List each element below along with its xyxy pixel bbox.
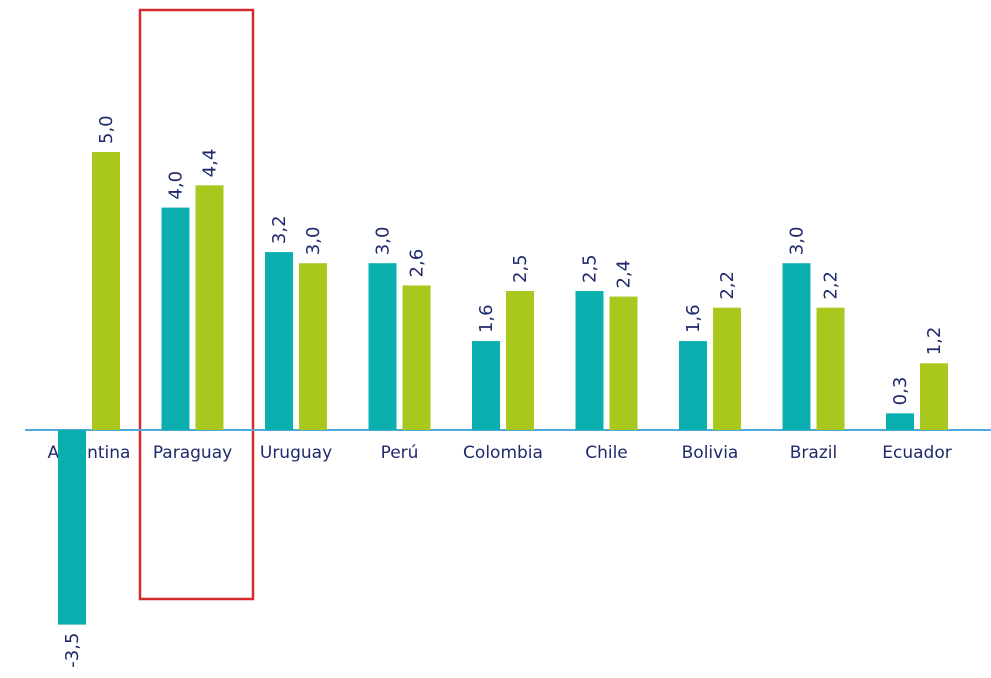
value-label: 3,0 [303,227,324,256]
value-label: 3,0 [373,227,394,256]
value-label: 4,0 [166,171,187,200]
value-label: 3,2 [269,215,290,244]
bar [161,207,190,430]
bar [472,341,500,430]
value-label: 0,3 [890,377,911,406]
bar [782,263,811,430]
bar [609,296,638,430]
value-label: 1,2 [924,327,945,356]
bar [368,263,397,430]
value-label: 1,6 [683,304,704,333]
bar [402,285,431,430]
value-label: 2,5 [580,254,601,283]
value-label: 2,4 [614,260,635,289]
value-label: 2,2 [821,271,842,300]
bar [575,291,604,430]
value-label: 2,5 [510,254,531,283]
x-tick-label: Ecuador [882,443,951,463]
x-tick-label: Paraguay [153,443,232,463]
bar [506,291,534,430]
value-label: 5,0 [96,115,117,144]
bar [886,413,914,430]
x-tick-label: Bolivia [682,443,739,463]
value-label: 2,2 [717,271,738,300]
value-label: -3,5 [62,633,83,668]
value-label: 3,0 [787,227,808,256]
bar [679,341,707,430]
value-label: 4,4 [200,149,221,178]
bar [299,263,327,430]
x-tick-label: Colombia [463,443,543,463]
value-label: 1,6 [476,304,497,333]
bar [265,252,293,430]
x-tick-label: Uruguay [260,443,332,463]
bar [58,430,86,625]
highlight-box [138,8,255,601]
bar [816,307,845,430]
bar [920,363,948,430]
bar [195,185,224,430]
value-label: 2,6 [407,249,428,278]
x-tick-label: Chile [585,443,628,463]
x-tick-label: Perú [381,443,419,463]
x-tick-label: Brazil [790,443,837,463]
bar [713,307,741,430]
bar [92,152,120,430]
